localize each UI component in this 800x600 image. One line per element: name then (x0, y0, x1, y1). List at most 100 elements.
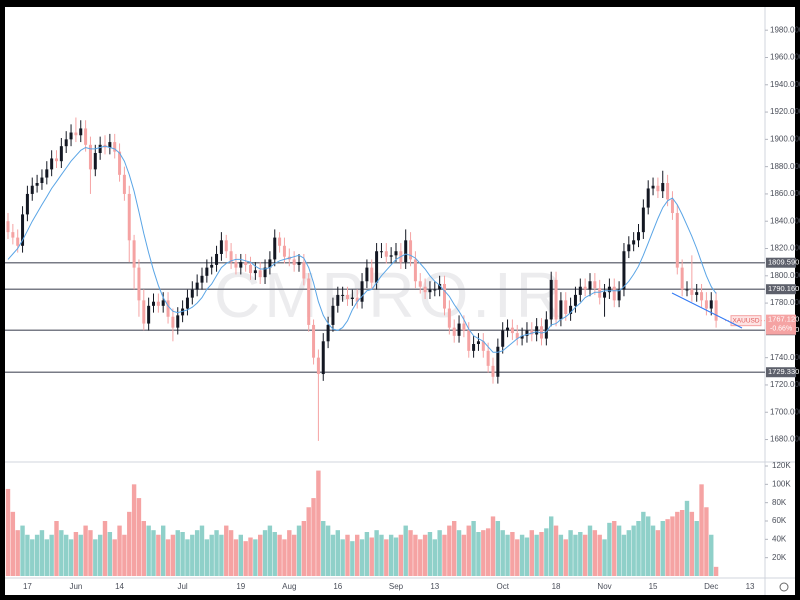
candle-body (122, 174, 126, 194)
y-tick-label: 60K (772, 516, 787, 525)
candle-body (535, 326, 539, 335)
candle-body (603, 292, 607, 298)
moving-average (7, 145, 717, 353)
candle-body (302, 262, 306, 279)
candle-body (695, 292, 699, 295)
volume-bar (146, 525, 151, 576)
candle-body (127, 193, 131, 241)
candle-body (651, 185, 655, 189)
volume-bar (156, 534, 161, 576)
volume-bar (379, 534, 384, 576)
volume-bar (418, 539, 423, 576)
volume-bar (15, 530, 20, 576)
volume-bar (408, 530, 413, 576)
volume-bar (5, 488, 11, 576)
candle-body (152, 301, 155, 306)
candle-body (74, 132, 78, 136)
volume-bar (54, 521, 59, 576)
candle-body (622, 251, 626, 290)
y-tick-label: 1940.000 (770, 80, 800, 89)
volume-bar (175, 530, 180, 576)
candle-body (438, 283, 442, 290)
candle-body (666, 183, 670, 200)
volume-bar (68, 539, 74, 576)
volume-bar (597, 534, 602, 576)
candle-body (709, 300, 713, 309)
volume-bar (505, 534, 510, 576)
candle-body (16, 237, 20, 246)
candle-body (321, 341, 325, 375)
y-tick-label: 1900.000 (770, 134, 800, 143)
level-label: 1790.160 (768, 284, 799, 293)
volume-bar (621, 534, 627, 576)
symbol-label: XAUUSD (732, 317, 759, 324)
volume-bar (306, 507, 311, 576)
x-tick-label: 18 (552, 582, 561, 591)
candle-body (69, 132, 73, 140)
volume-bar (544, 528, 549, 576)
volume-bar (510, 532, 515, 576)
candle-body (510, 327, 514, 334)
volume-bar (364, 532, 370, 576)
candle-body (598, 288, 602, 298)
volume-bar (117, 525, 122, 576)
volume-bar (127, 511, 132, 576)
candle-body (50, 158, 54, 170)
candle-body (447, 308, 451, 328)
candle-body (540, 326, 543, 339)
volume-bar (558, 534, 564, 576)
volume-bar (631, 525, 636, 576)
volume-bar (122, 534, 127, 576)
volume-bar (262, 530, 268, 576)
volume-bar (539, 532, 544, 576)
volume-bar (64, 534, 69, 576)
settings-icon[interactable] (779, 582, 789, 592)
volume-bar (573, 534, 578, 576)
x-tick-label: 14 (115, 582, 124, 591)
candle-body (486, 350, 490, 366)
candle-body (35, 183, 39, 186)
candle-body (472, 344, 476, 351)
volume-bar (73, 532, 79, 576)
candle-body (185, 297, 189, 309)
candle-body (370, 267, 374, 283)
volume-bar (102, 521, 108, 576)
volume-bar (170, 534, 176, 576)
candle-body (307, 278, 311, 325)
volume-bar (456, 530, 462, 576)
volume-bar (277, 534, 282, 576)
candle-body (234, 262, 238, 268)
candle-body (520, 335, 524, 339)
candle-body (263, 267, 267, 278)
candle-body (360, 281, 364, 302)
candle-body (394, 251, 398, 256)
volume-bar (359, 539, 365, 576)
candle-body (190, 289, 194, 298)
candle-body (258, 270, 262, 278)
volume-bar (495, 521, 501, 576)
volume-bar (646, 516, 651, 576)
volume-bar (93, 539, 98, 576)
candle-body (326, 324, 330, 342)
candle-body (714, 300, 718, 321)
candle-body (98, 144, 102, 153)
candle-body (559, 300, 563, 320)
volume-bar (413, 534, 418, 576)
x-tick-label: 17 (23, 582, 32, 591)
candle-body (569, 305, 573, 315)
candle-body (11, 232, 15, 238)
watermark: CMPRO.IR (214, 259, 566, 331)
chart-background (5, 7, 795, 595)
volume-bar (607, 522, 612, 576)
candle-body (573, 294, 577, 306)
volume-bar (466, 525, 471, 576)
volume-bar (287, 530, 292, 576)
candle-body (700, 292, 704, 301)
change-label: -0.66% (770, 326, 792, 333)
candle-body (316, 357, 320, 375)
candle-body (273, 237, 277, 260)
candle-body (379, 251, 383, 253)
volume-bar (209, 534, 214, 576)
y-tick-label: 120K (772, 461, 791, 470)
volume-bar (675, 511, 680, 576)
